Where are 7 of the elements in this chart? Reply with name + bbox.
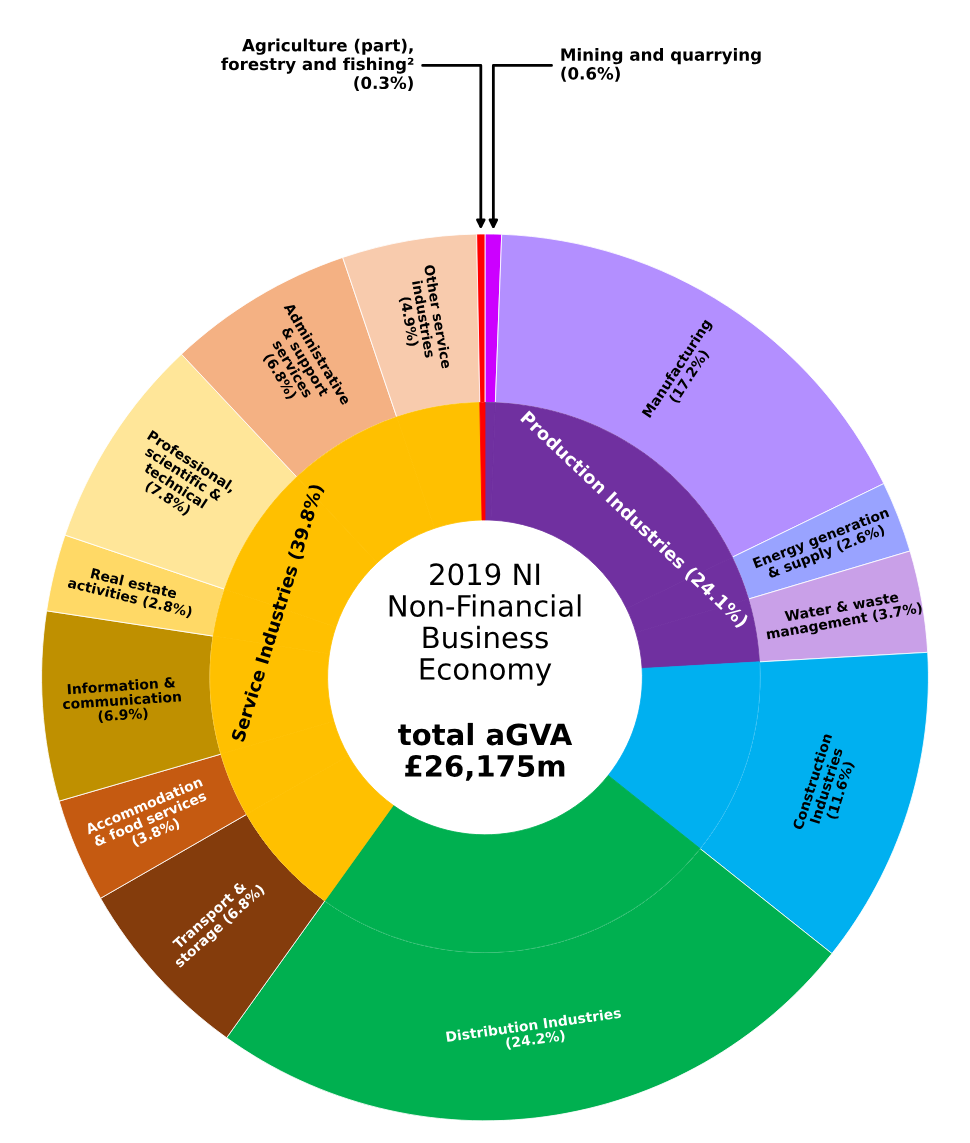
text: total aGVA £26,175m xyxy=(398,722,573,781)
slice-label: Distribution Industries (24.2%) xyxy=(445,1007,622,1050)
slice-label: Other service industries (4.9%) xyxy=(398,264,453,369)
slice-label: Mining and quarrying (0.6%) xyxy=(561,48,761,82)
slice-label: Agriculture (part), forestry and fishing² (0.3%) xyxy=(221,38,414,92)
slice-label: Information & communication (6.9%) xyxy=(62,676,182,724)
text: 2019 NI Non-Financial Business Economy xyxy=(389,563,581,686)
